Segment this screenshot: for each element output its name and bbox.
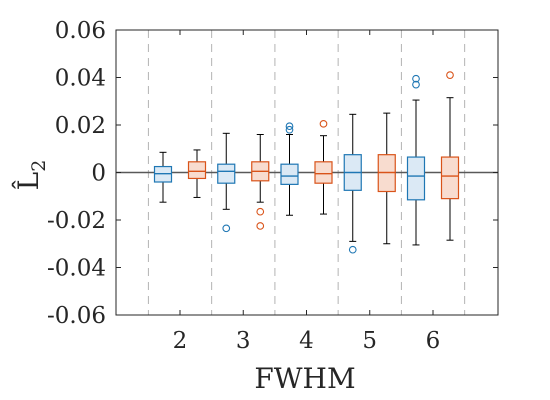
outlier-point: [222, 224, 231, 233]
outlier-point: [446, 71, 454, 79]
x-tick-label: 2: [173, 328, 188, 354]
outlier-point: [285, 122, 294, 131]
y-axis-label-subscript: 2: [28, 160, 50, 172]
x-tick-label: 4: [299, 328, 314, 354]
y-tick-label: 0.06: [55, 18, 106, 44]
outlier-point: [285, 125, 294, 134]
box: [406, 156, 426, 201]
y-tick-label: -0.02: [47, 208, 106, 234]
box: [187, 161, 207, 180]
box: [440, 156, 460, 200]
x-tick-label: 5: [362, 328, 377, 354]
plot-area: -0.06 -0.04 -0.02 0 0.02 0.04 0.06 2 3 4 5 6: [47, 18, 499, 354]
x-tick-label: 6: [426, 328, 441, 354]
y-tick-label: 0.02: [55, 113, 106, 139]
y-axis-label: L̂2: [12, 160, 50, 191]
x-tick-label: 3: [236, 328, 251, 354]
y-axis-label-main: L̂: [12, 172, 45, 191]
x-axis-label: FWHM: [254, 362, 355, 395]
y-tick-label: 0.04: [55, 66, 106, 92]
y-tick-label: -0.06: [47, 303, 106, 329]
outlier-point: [412, 74, 420, 83]
y-tick-label: 0: [91, 161, 106, 187]
outlier-point: [348, 245, 357, 254]
outlier-point: [256, 207, 265, 216]
outlier-point: [256, 222, 265, 230]
outlier-point: [319, 119, 328, 128]
outlier-point: [412, 80, 420, 89]
y-tick-label: -0.04: [47, 256, 106, 282]
box: [217, 163, 236, 184]
svg-text:L̂2: L̂2: [12, 160, 50, 191]
box: [280, 163, 299, 185]
box: [314, 161, 333, 184]
